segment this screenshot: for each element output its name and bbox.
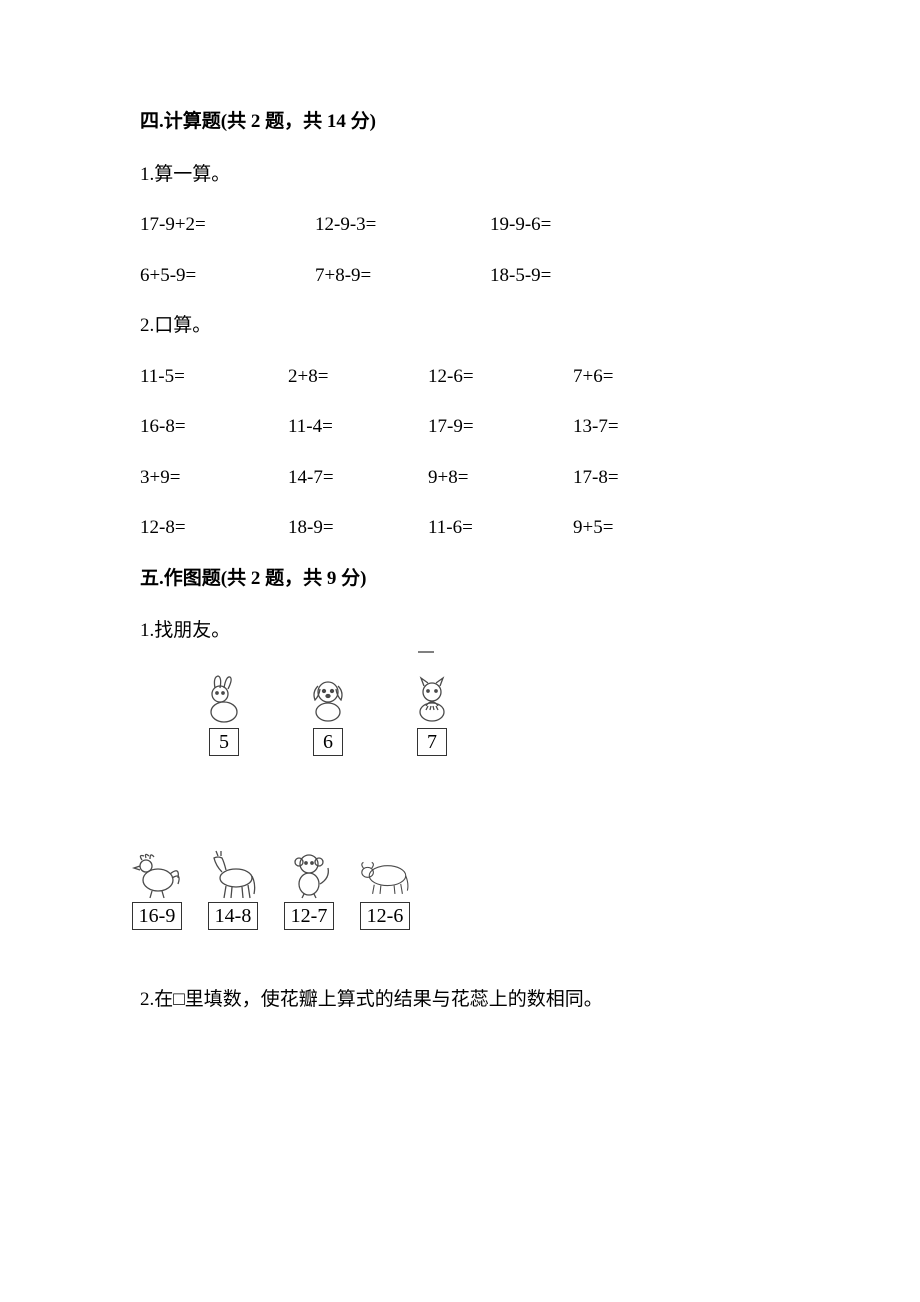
dog-item: 6	[302, 674, 354, 756]
mental-cell: 13-7=	[573, 413, 713, 442]
section-4-title: 四.计算题(共 2 题，共 14 分)	[140, 108, 780, 137]
dog-number-box: 6	[313, 728, 343, 756]
mental-cell: 14-7=	[288, 464, 428, 493]
mental-cell: 2+8=	[288, 363, 428, 392]
rabbit-icon	[198, 674, 250, 726]
rabbit-number-box: 5	[209, 728, 239, 756]
horse-icon	[204, 848, 262, 900]
calc-row-2: 6+5-9= 7+8-9= 18-5-9=	[140, 262, 780, 291]
section-5-title: 五.作图题(共 2 题，共 9 分)	[140, 565, 780, 594]
q4-2-title: 2.口算。	[140, 312, 780, 341]
mental-cell: 17-9=	[428, 413, 573, 442]
mental-cell: 12-8=	[140, 514, 288, 543]
cat-item: 7	[406, 674, 458, 756]
mental-row-3: 3+9= 14-7= 9+8= 17-8=	[140, 464, 780, 493]
friends-figure: 5 6	[140, 674, 780, 930]
rooster-icon	[128, 848, 186, 900]
mental-cell: 18-9=	[288, 514, 428, 543]
cat-icon	[406, 674, 458, 726]
monkey-item: 12-7	[280, 848, 338, 930]
calc-cell: 12-9-3=	[315, 211, 490, 240]
rabbit-item: 5	[198, 674, 250, 756]
monkey-icon	[280, 848, 338, 900]
calc-cell: 18-5-9=	[490, 262, 665, 291]
mental-cell: 7+6=	[573, 363, 713, 392]
mental-cell: 9+5=	[573, 514, 713, 543]
calc-cell: 19-9-6=	[490, 211, 665, 240]
calc-cell: 7+8-9=	[315, 262, 490, 291]
cow-item: 12-6	[356, 848, 414, 930]
cow-icon	[356, 848, 414, 900]
mental-cell: 12-6=	[428, 363, 573, 392]
cat-number-box: 7	[417, 728, 447, 756]
top-animals-row: 5 6	[198, 674, 780, 756]
mental-row-4: 12-8= 18-9= 11-6= 9+5=	[140, 514, 780, 543]
mental-row-1: 11-5= 2+8= 12-6= 7+6=	[140, 363, 780, 392]
rooster-expr-box: 16-9	[132, 902, 183, 930]
horse-item: 14-8	[204, 848, 262, 930]
mental-cell: 11-6=	[428, 514, 573, 543]
monkey-expr-box: 12-7	[284, 902, 335, 930]
calc-cell: 17-9+2=	[140, 211, 315, 240]
horse-expr-box: 14-8	[208, 902, 259, 930]
rooster-item: 16-9	[128, 848, 186, 930]
mental-cell: 11-4=	[288, 413, 428, 442]
mental-row-2: 16-8= 11-4= 17-9= 13-7=	[140, 413, 780, 442]
q5-1-title: 1.找朋友。	[140, 617, 780, 646]
q4-1-title: 1.算一算。	[140, 161, 780, 190]
mental-cell: 9+8=	[428, 464, 573, 493]
watermark-dash-icon	[418, 651, 434, 653]
calc-row-1: 17-9+2= 12-9-3= 19-9-6=	[140, 211, 780, 240]
mental-cell: 17-8=	[573, 464, 713, 493]
mental-cell: 11-5=	[140, 363, 288, 392]
calc-cell: 6+5-9=	[140, 262, 315, 291]
bottom-animals-row: 16-9 14-8	[128, 848, 780, 930]
mental-cell: 16-8=	[140, 413, 288, 442]
cow-expr-box: 12-6	[360, 902, 411, 930]
dog-icon	[302, 674, 354, 726]
mental-cell: 3+9=	[140, 464, 288, 493]
q5-2-title: 2.在□里填数，使花瓣上算式的结果与花蕊上的数相同。	[140, 986, 780, 1015]
